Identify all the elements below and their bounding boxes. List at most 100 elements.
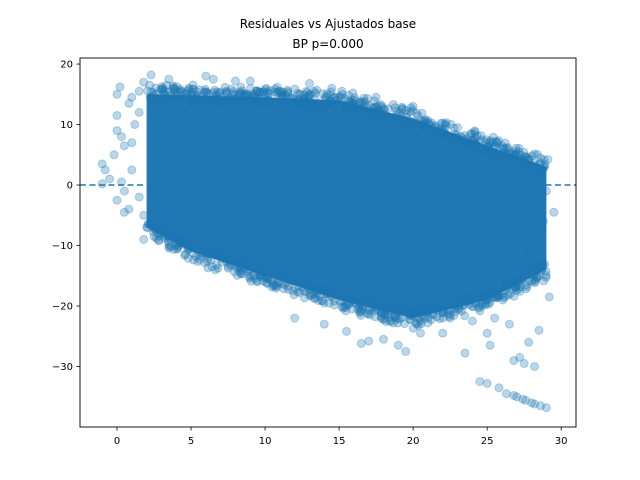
scatter-point	[165, 87, 175, 97]
scatter-point	[477, 144, 487, 154]
scatter-point	[260, 89, 270, 99]
scatter-point	[427, 118, 437, 128]
scatter-point	[255, 264, 265, 274]
scatter-point	[300, 94, 310, 104]
scatter-point	[532, 273, 542, 283]
scatter-point	[231, 263, 241, 273]
scatter-point	[162, 94, 172, 104]
scatter-point	[411, 306, 421, 316]
scatter-point	[257, 263, 267, 273]
scatter-point	[424, 301, 434, 311]
scatter-point	[485, 297, 495, 307]
scatter-point	[363, 295, 373, 305]
scatter-point	[350, 93, 360, 103]
scatter-point	[500, 138, 510, 148]
scatter-point-outlier	[490, 313, 500, 323]
scatter-point	[509, 151, 519, 161]
scatter-point	[372, 107, 382, 117]
scatter-point	[257, 96, 267, 106]
scatter-point	[429, 123, 439, 133]
scatter-point	[164, 232, 174, 242]
scatter-point	[519, 147, 529, 157]
scatter-point	[186, 89, 196, 99]
scatter-point-outlier	[475, 377, 485, 387]
scatter-point	[174, 235, 184, 245]
scatter-point-outlier	[305, 78, 314, 88]
scatter-point	[254, 270, 264, 280]
scatter-point	[530, 276, 540, 286]
scatter-point	[534, 261, 544, 271]
scatter-point	[212, 87, 222, 97]
scatter-point	[483, 141, 493, 151]
scatter-point	[202, 256, 212, 266]
scatter-point	[460, 131, 470, 140]
scatter-point	[145, 80, 155, 90]
scatter-point	[499, 293, 509, 303]
scatter-point	[163, 237, 173, 247]
scatter-point	[142, 223, 152, 233]
scatter-point	[270, 280, 280, 290]
scatter-point	[390, 312, 400, 322]
scatter-point	[294, 90, 304, 100]
scatter-point	[175, 87, 185, 97]
scatter-point-outlier	[438, 328, 448, 338]
scatter-point	[405, 315, 415, 325]
scatter-point	[263, 89, 273, 99]
scatter-point-outlier	[536, 401, 545, 411]
scatter-point	[510, 283, 520, 292]
scatter-point	[180, 92, 190, 102]
scatter-point	[511, 149, 521, 159]
scatter-point	[477, 298, 486, 308]
scatter-point	[157, 82, 167, 92]
scatter-point	[392, 307, 402, 316]
scatter-point	[233, 96, 242, 106]
scatter-point	[416, 116, 426, 126]
scatter-point	[310, 293, 320, 303]
scatter-point	[261, 85, 270, 95]
scatter-point	[371, 107, 381, 117]
scatter-point	[522, 152, 532, 162]
scatter-point	[423, 307, 433, 317]
scatter-point-outlier	[482, 378, 492, 388]
scatter-point	[231, 94, 241, 104]
scatter-point	[325, 95, 335, 105]
scatter-point	[255, 87, 265, 97]
scatter-point	[495, 291, 505, 301]
scatter-point	[155, 94, 165, 104]
scatter-point	[269, 281, 279, 291]
scatter-point-outlier	[290, 313, 300, 323]
scatter-point	[324, 97, 334, 106]
scatter-point	[486, 136, 496, 146]
scatter-point	[274, 87, 284, 96]
scatter-point-outlier	[164, 74, 174, 84]
scatter-point	[220, 82, 230, 92]
scatter-point	[248, 91, 258, 101]
scatter-point	[488, 148, 497, 158]
scatter-point	[234, 96, 244, 106]
scatter-point	[384, 313, 394, 323]
scatter-point	[346, 295, 356, 305]
scatter-point	[340, 293, 350, 303]
scatter-point	[462, 134, 471, 144]
scatter-point	[366, 295, 376, 305]
scatter-point	[399, 304, 409, 314]
scatter-point	[468, 140, 478, 150]
scatter-point	[186, 87, 196, 97]
scatter-point	[182, 89, 192, 99]
y-tick-label: 20	[60, 60, 73, 71]
scatter-point	[240, 89, 250, 99]
scatter-point	[412, 319, 422, 329]
scatter-point	[277, 87, 287, 97]
scatter-point	[432, 312, 442, 322]
scatter-point	[492, 137, 502, 147]
scatter-point	[479, 146, 489, 156]
scatter-point	[269, 87, 279, 97]
scatter-point	[258, 87, 268, 96]
y-tick-label: 10	[60, 120, 73, 131]
scatter-point	[415, 316, 425, 326]
scatter-point	[341, 100, 351, 110]
scatter-point	[304, 94, 314, 104]
scatter-point	[191, 252, 201, 262]
scatter-point	[511, 286, 521, 296]
scatter-point	[388, 100, 398, 109]
